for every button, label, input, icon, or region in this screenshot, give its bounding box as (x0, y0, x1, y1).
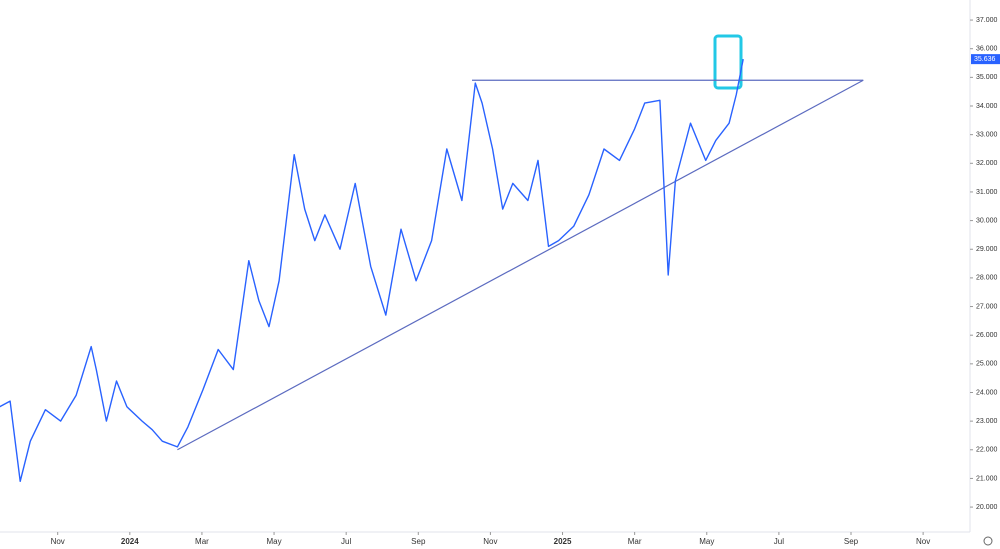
last-price-label: 35.636 (974, 56, 996, 63)
x-tick-label: Nov (916, 537, 930, 546)
y-tick-label: 30.000 (976, 217, 998, 224)
y-tick-label: 33.000 (976, 131, 998, 138)
y-tick-label: 23.000 (976, 418, 998, 425)
y-tick-label: 28.000 (976, 275, 998, 282)
y-tick-label: 32.000 (976, 160, 998, 167)
y-tick-label: 29.000 (976, 246, 998, 253)
settings-icon[interactable] (983, 536, 993, 546)
y-tick-label: 35.000 (976, 74, 998, 81)
x-tick-label: Sep (844, 537, 859, 546)
last-price-tag (971, 54, 1000, 65)
y-tick-label: 24.000 (976, 389, 998, 396)
y-tick-label: 37.000 (976, 17, 998, 24)
x-tick-label: Sep (411, 537, 426, 546)
highlight-box (713, 34, 743, 90)
trendline (177, 79, 864, 451)
y-tick-label: 26.000 (976, 332, 998, 339)
x-tick-label: Jul (774, 537, 784, 546)
x-tick-label: Nov (483, 537, 497, 546)
y-tick-label: 31.000 (976, 189, 998, 196)
y-tick-label: 27.000 (976, 303, 998, 310)
x-tick-label: May (266, 537, 281, 546)
y-tick-label: 34.000 (976, 103, 998, 110)
y-tick-label: 21.000 (976, 475, 998, 482)
x-tick-label: Mar (628, 537, 642, 546)
x-tick-label: Jul (341, 537, 351, 546)
y-tick-label: 22.000 (976, 447, 998, 454)
x-tick-label: May (699, 537, 714, 546)
y-tick-label: 36.000 (976, 46, 998, 53)
x-tick-label: Mar (195, 537, 209, 546)
x-tick-label: 2025 (554, 537, 572, 546)
x-tick-label: Nov (51, 537, 65, 546)
x-tick-label: 2024 (121, 537, 139, 546)
y-tick-label: 20.000 (976, 504, 998, 511)
y-tick-label: 25.000 (976, 361, 998, 368)
price-line (0, 58, 744, 482)
